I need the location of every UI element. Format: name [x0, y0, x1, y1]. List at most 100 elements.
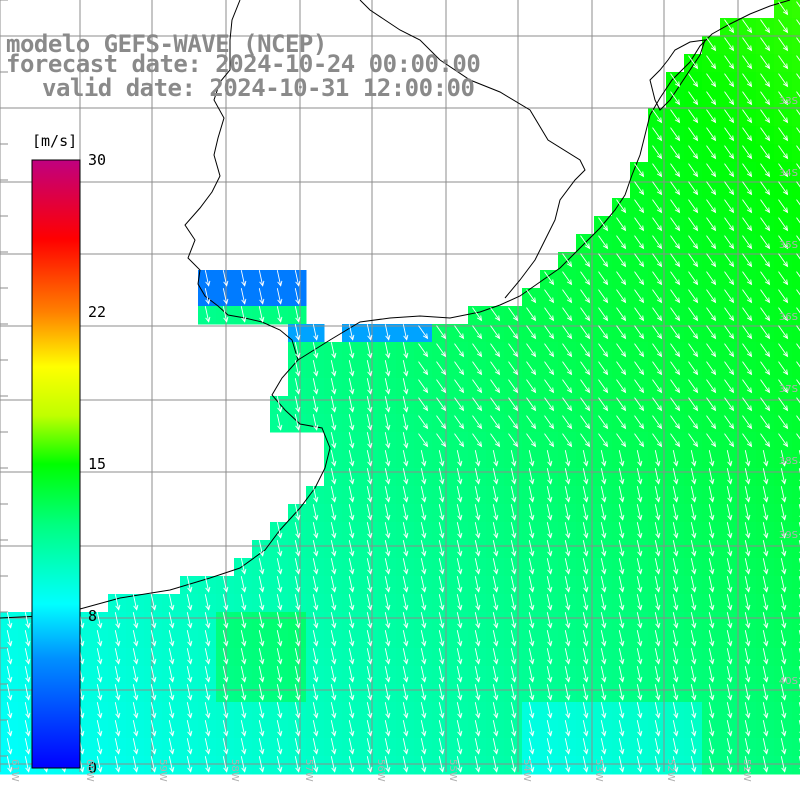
field-cell — [666, 414, 685, 433]
wind-arrow — [688, 127, 699, 142]
wind-arrow — [690, 720, 697, 737]
wind-arrow — [6, 630, 13, 647]
wind-arrow — [222, 684, 229, 701]
wind-arrow — [690, 468, 697, 485]
wind-arrow — [454, 361, 465, 376]
wind-arrow — [598, 253, 609, 268]
wind-arrow — [402, 702, 409, 719]
wind-arrow — [706, 433, 717, 448]
wind-arrow — [778, 37, 789, 52]
wind-arrow — [744, 522, 751, 539]
wind-arrow — [294, 288, 301, 305]
wind-arrow — [492, 576, 499, 593]
wind-arrow — [544, 307, 555, 322]
wind-arrow — [330, 540, 337, 557]
field-cell — [522, 378, 541, 397]
field-cell — [792, 18, 800, 37]
wind-arrow — [618, 468, 625, 485]
wind-arrow — [564, 630, 571, 647]
wind-arrow — [438, 576, 445, 593]
wind-arrow — [618, 684, 625, 701]
wind-arrow — [456, 576, 463, 593]
field-cell — [756, 324, 775, 343]
wind-arrow — [456, 594, 463, 611]
field-cell — [576, 360, 595, 379]
wind-arrow — [150, 702, 157, 719]
wind-arrow — [598, 289, 609, 304]
wind-arrow — [526, 397, 537, 412]
wind-arrow — [778, 127, 789, 142]
wind-arrow — [384, 684, 391, 701]
wind-arrow — [132, 702, 139, 719]
wind-arrow — [510, 486, 517, 503]
wind-arrow — [636, 594, 643, 611]
wind-arrow — [312, 558, 319, 575]
field-cell — [558, 270, 577, 289]
wind-arrow — [456, 738, 463, 755]
wind-arrow — [420, 540, 427, 557]
wind-arrow — [652, 325, 663, 340]
wind-arrow — [330, 432, 337, 449]
wind-arrow — [760, 253, 771, 268]
wind-arrow — [778, 109, 789, 124]
wind-arrow — [672, 702, 679, 719]
wind-arrow — [600, 684, 607, 701]
wind-arrow — [690, 648, 697, 665]
field-cell — [540, 288, 559, 307]
wind-arrow — [762, 720, 769, 737]
field-cell — [558, 414, 577, 433]
field-cell — [540, 378, 559, 397]
wind-arrow — [724, 253, 735, 268]
wind-arrow — [490, 415, 501, 430]
wind-arrow — [456, 648, 463, 665]
field-cell — [630, 396, 649, 415]
field-cell — [648, 342, 667, 361]
wind-arrow — [438, 630, 445, 647]
wind-arrow — [562, 397, 573, 412]
wind-arrow — [384, 360, 391, 377]
wind-arrow — [114, 648, 121, 665]
wind-arrow — [438, 486, 445, 503]
wind-arrow — [526, 361, 537, 376]
wind-arrow — [474, 540, 481, 557]
field-cell — [486, 414, 505, 433]
wind-arrow — [708, 522, 715, 539]
wind-arrow — [204, 594, 211, 611]
field-cell — [612, 306, 631, 325]
wind-arrow — [6, 684, 13, 701]
field-cell — [432, 324, 451, 343]
wind-arrow — [510, 558, 517, 575]
field-cell — [774, 252, 793, 271]
wind-arrow — [796, 343, 800, 350]
field-cell — [666, 432, 685, 451]
field-cell — [792, 288, 800, 307]
field-cell — [432, 378, 451, 397]
wind-arrow — [544, 415, 555, 430]
wind-arrow — [760, 19, 771, 34]
field-cell — [792, 630, 800, 649]
wind-arrow — [456, 612, 463, 629]
field-cell — [792, 234, 800, 253]
wind-arrow — [760, 271, 771, 286]
wind-arrow — [420, 594, 427, 611]
lon-label: 56W — [375, 759, 386, 782]
wind-arrow — [438, 540, 445, 557]
field-cell — [684, 378, 703, 397]
wind-arrow — [670, 145, 681, 160]
wind-arrow — [546, 720, 553, 737]
wind-arrow — [420, 504, 427, 521]
field-cell — [612, 288, 631, 307]
field-cell — [540, 324, 559, 343]
wind-arrow — [652, 307, 663, 322]
wind-arrow — [150, 684, 157, 701]
wind-arrow — [618, 540, 625, 557]
wind-arrow — [276, 288, 283, 305]
wind-arrow — [618, 630, 625, 647]
wind-arrow — [670, 415, 681, 430]
field-cell — [666, 216, 685, 235]
field-cell — [792, 504, 800, 523]
wind-arrow — [670, 361, 681, 376]
wind-arrow — [294, 756, 301, 773]
field-cell — [738, 72, 757, 91]
wind-arrow — [276, 684, 283, 701]
